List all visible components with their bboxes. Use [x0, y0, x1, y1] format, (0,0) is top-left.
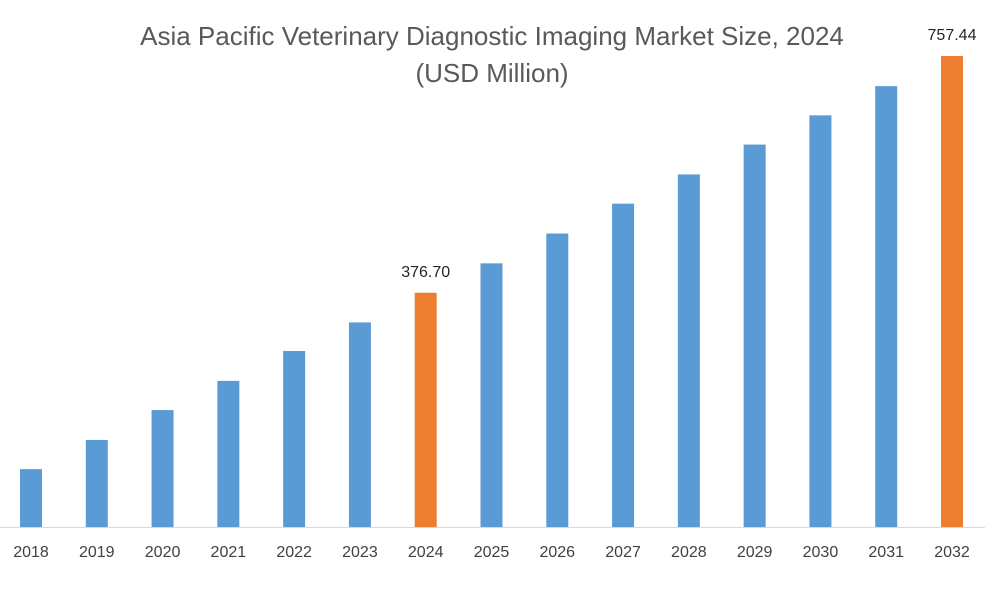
x-tick-label: 2022 [276, 544, 312, 561]
x-tick-label: 2024 [408, 544, 444, 561]
data-label: 376.70 [401, 264, 450, 281]
x-tick-label: 2020 [145, 544, 181, 561]
bar [283, 351, 306, 527]
bar [85, 439, 108, 527]
x-tick-label: 2023 [342, 544, 378, 561]
bar [480, 263, 503, 527]
bar [743, 144, 766, 527]
bar [546, 233, 569, 528]
bar [612, 203, 635, 528]
x-tick-label: 2021 [211, 544, 247, 561]
x-tick-label: 2018 [13, 544, 49, 561]
data-label: 757.44 [928, 27, 977, 44]
bar [875, 86, 898, 527]
bar [217, 380, 240, 527]
chart-subtitle: (USD Million) [415, 58, 568, 88]
x-tick-label: 2027 [605, 544, 641, 561]
x-tick-label: 2030 [803, 544, 839, 561]
x-tick-label: 2031 [868, 544, 904, 561]
bar [941, 56, 963, 527]
bar [151, 410, 174, 527]
chart-title: Asia Pacific Veterinary Diagnostic Imagi… [140, 21, 844, 51]
bar [414, 292, 437, 527]
x-tick-label: 2019 [79, 544, 115, 561]
bar [348, 322, 371, 527]
x-tick-label: 2025 [474, 544, 510, 561]
bar [809, 115, 832, 527]
x-tick-label: 2028 [671, 544, 707, 561]
x-tick-label: 2026 [539, 544, 575, 561]
bar [20, 469, 42, 527]
bar [677, 174, 700, 528]
x-tick-label: 2029 [737, 544, 773, 561]
x-tick-label: 2032 [934, 544, 970, 561]
